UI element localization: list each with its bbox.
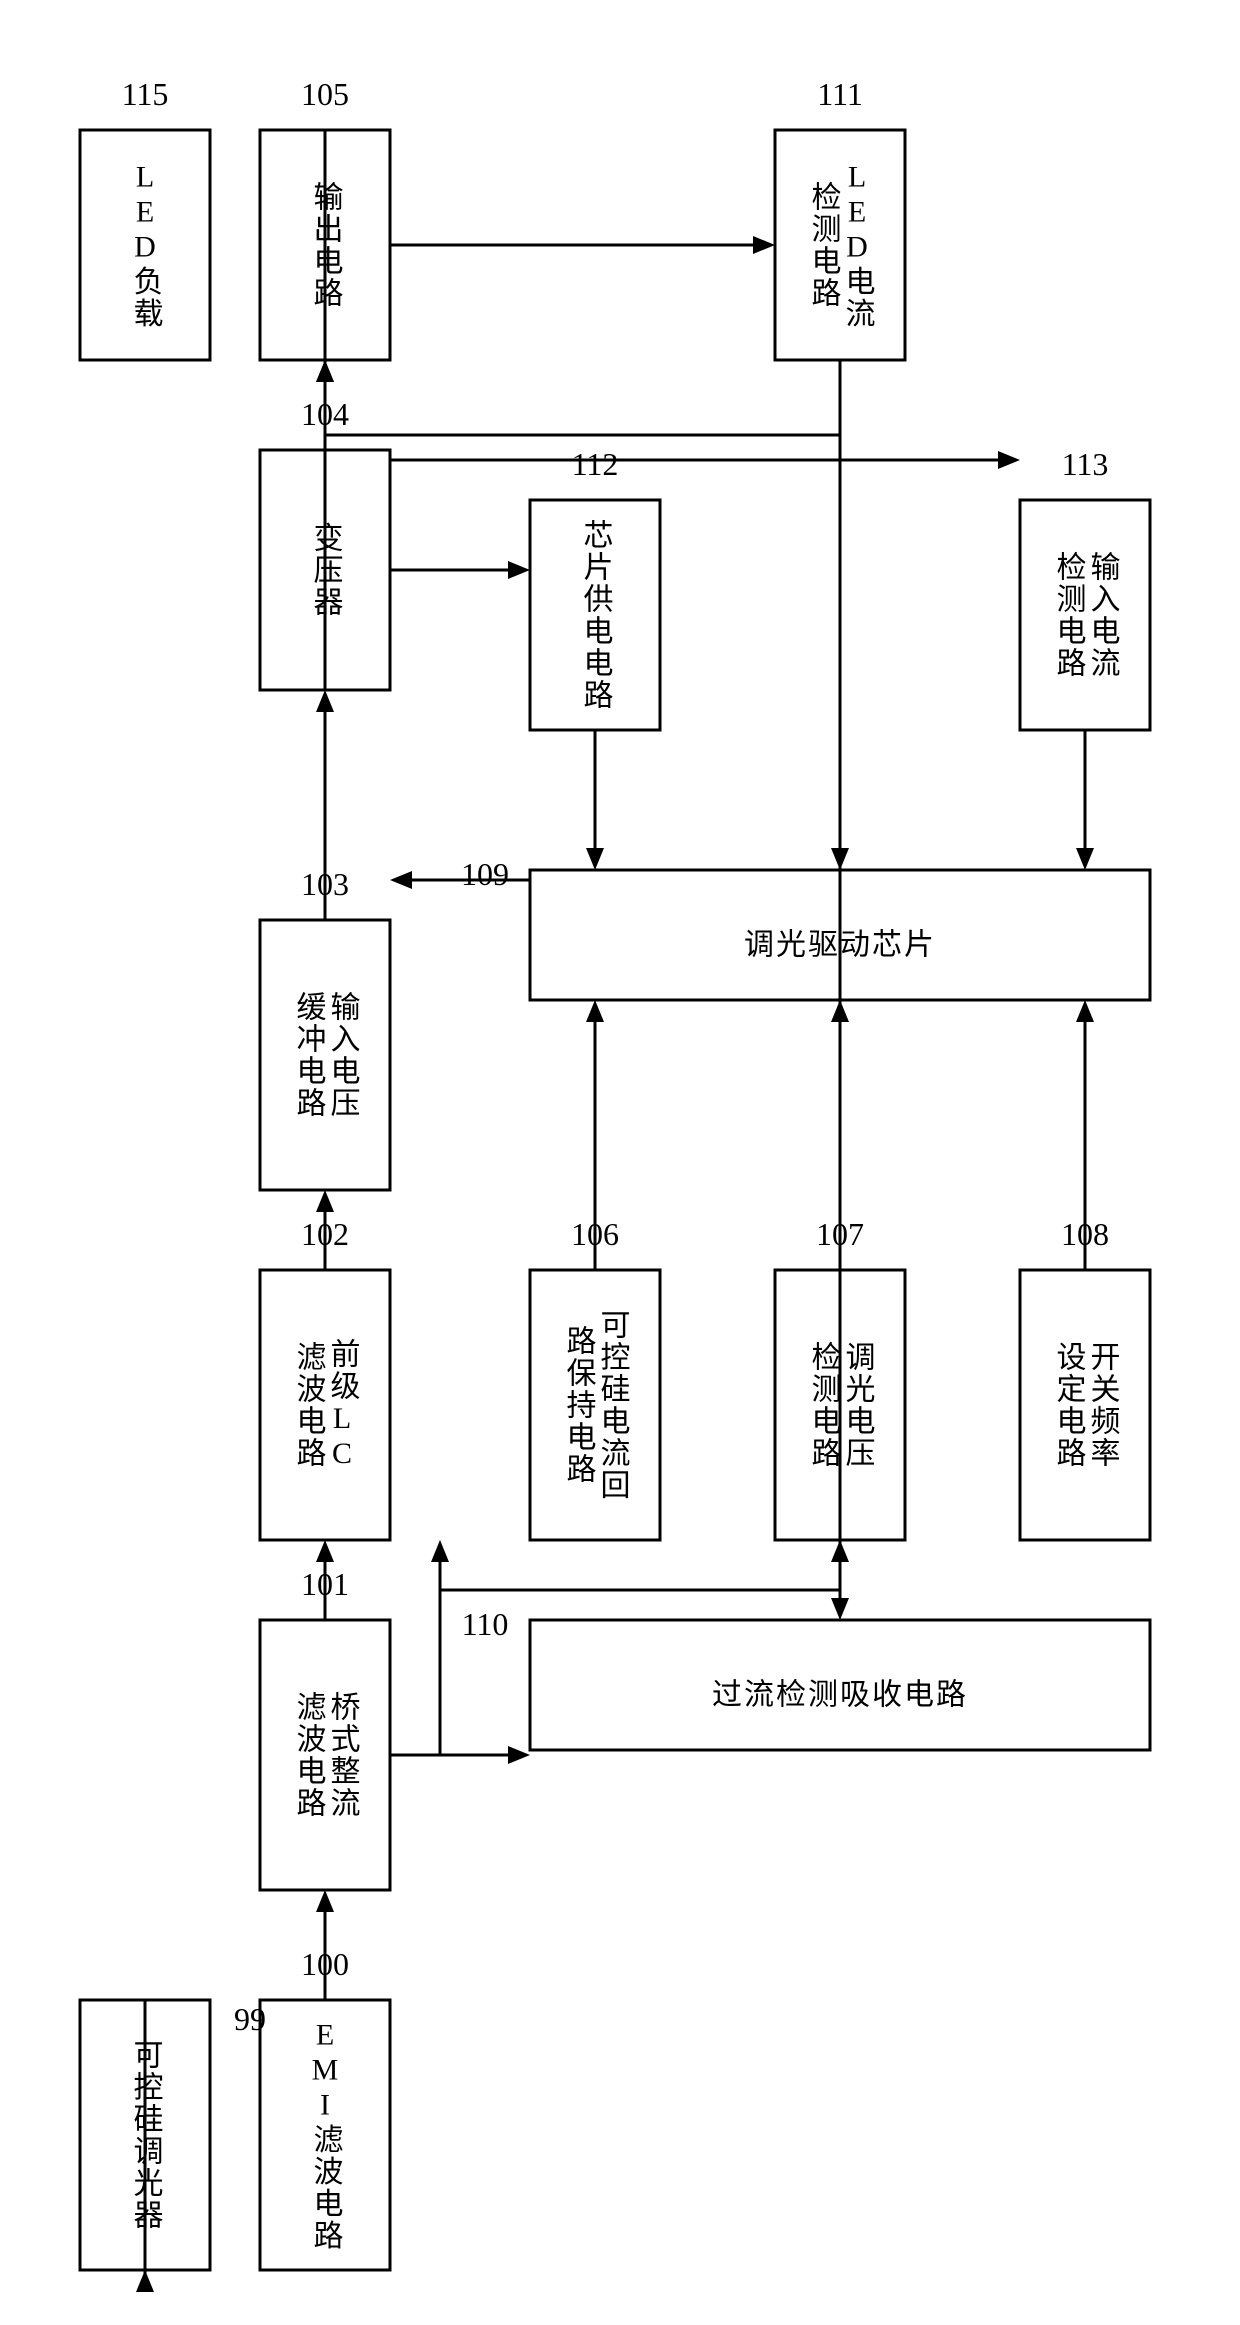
block-115: 115 LED负载 (80, 76, 210, 360)
block-label: 可控硅电流回路保持电路 (562, 1309, 631, 1501)
block-num-110: 110 (462, 1606, 509, 1642)
block-label: 输入电流检测电路 (1052, 551, 1120, 679)
block-num-105: 105 (301, 76, 349, 112)
block-111: 111 LED电流检测电路 (775, 76, 905, 360)
block-label: LED电流检测电路 (807, 161, 875, 330)
block-label: 开关频率设定电路 (1052, 1341, 1120, 1469)
block-110: 110 过流检测吸收电路 (462, 1606, 1150, 1750)
block-num-112: 112 (572, 446, 619, 482)
block-num-113: 113 (1062, 446, 1109, 482)
block-num-115: 115 (122, 76, 169, 112)
block-num-109: 109 (461, 856, 509, 892)
block-112: 112 芯片供电电路 (530, 446, 660, 730)
block-label: 过流检测吸收电路 (712, 1679, 968, 1712)
block-num-111: 111 (817, 76, 863, 112)
block-label: 输入电压缓冲电路 (292, 991, 361, 1119)
block-label: LED负载 (129, 161, 163, 330)
block-label: EMI滤波电路 (309, 2019, 343, 2252)
block-label: 前级LC滤波电路 (292, 1338, 361, 1472)
block-label: 桥式整流滤波电路 (292, 1691, 361, 1819)
block-113: 113 输入电流检测电路 (1020, 446, 1150, 730)
block-label: 芯片供电电路 (579, 519, 614, 711)
block-109: 109调光驱动芯片 (461, 856, 1150, 1000)
block-99: 99可控硅调光器 (80, 2000, 266, 2270)
